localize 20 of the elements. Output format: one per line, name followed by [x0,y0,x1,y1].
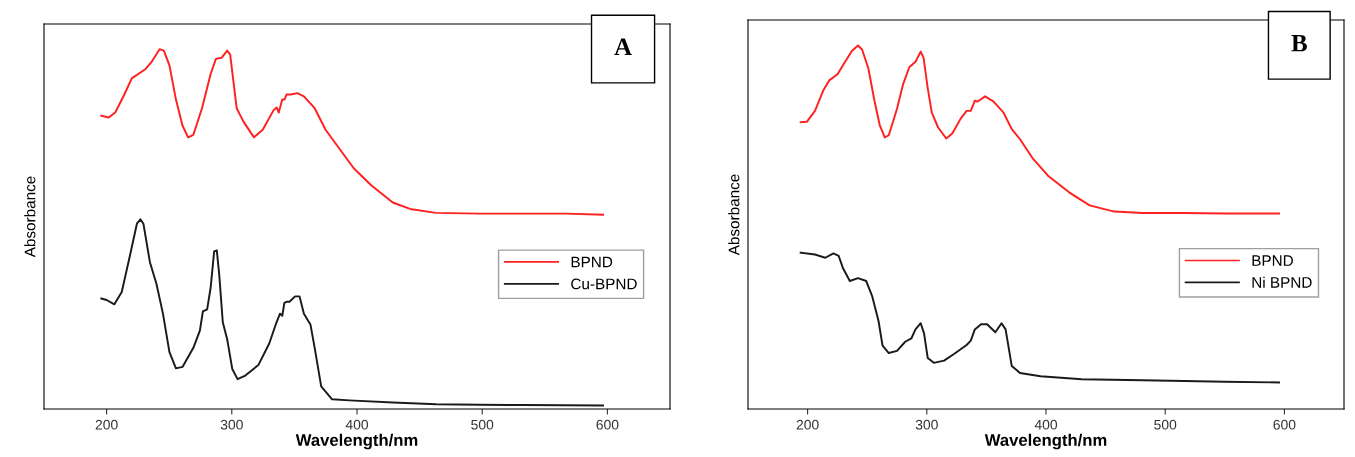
y-axis-title: Absorbance [24,176,36,258]
x-axis-title: Wavelength/nm [984,433,1107,450]
x-tick-label: 200 [796,419,819,430]
x-tick-label: 500 [471,419,494,430]
annotation: A [614,38,632,56]
annotation: B [1291,34,1307,52]
x-tick-label: 300 [220,419,243,430]
x-axis-title: Wavelength/nm [295,433,418,450]
legend-label: BPND [571,256,613,268]
y-axis-title: Absorbance [728,174,740,256]
x-tick-label: 400 [345,419,369,430]
legend-label: Ni BPND [1252,276,1312,288]
x-tick-label: 200 [95,419,118,430]
x-tick-label: 600 [1273,419,1296,430]
x-tick-label: 500 [1154,419,1177,430]
legend-label: Cu-BPND [571,278,637,290]
legend-label: BPND [1252,255,1293,266]
x-tick-label: 300 [915,419,938,430]
x-tick-label: 400 [1034,419,1058,430]
x-tick-label: 600 [596,419,619,430]
